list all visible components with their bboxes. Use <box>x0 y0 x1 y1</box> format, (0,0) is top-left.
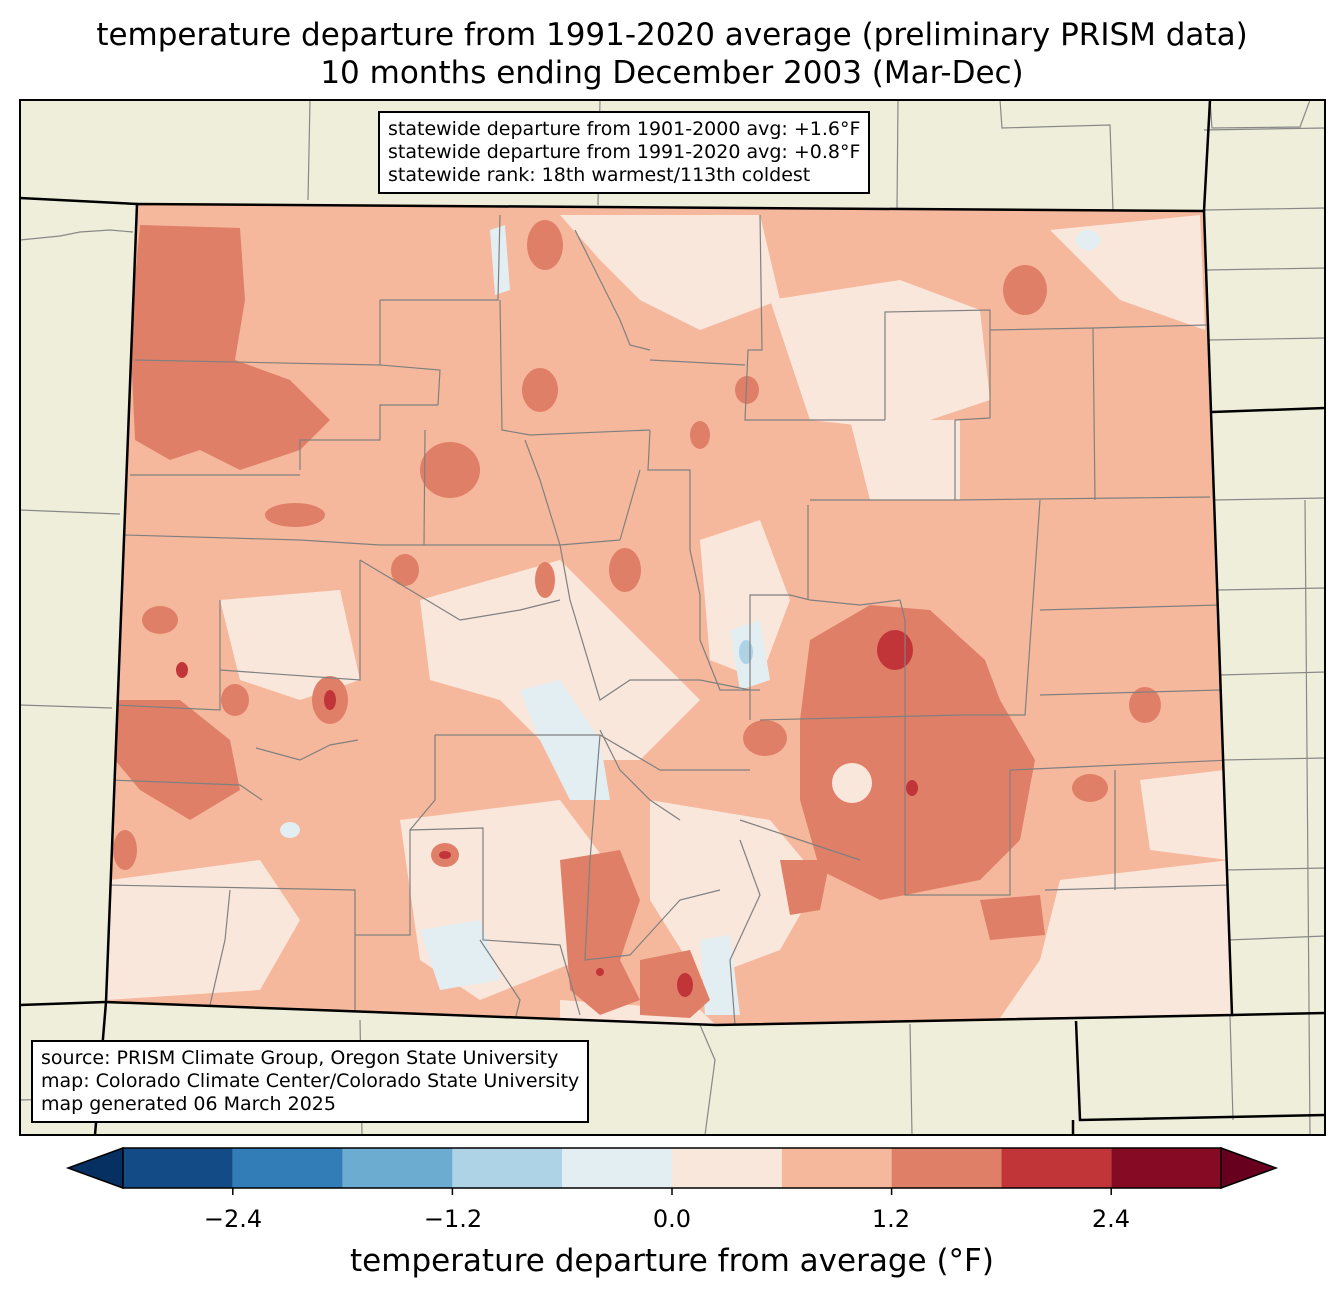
colorbar-cell <box>891 1148 1002 1188</box>
state-boundaries <box>20 100 1325 1135</box>
credits-box: source: PRISM Climate Group, Oregon Stat… <box>31 1040 590 1123</box>
colorbar-tick-label: −1.2 <box>423 1205 483 1233</box>
statewide-stats-box: statewide departure from 1901-2000 avg: … <box>378 111 871 194</box>
colorado-county-lines <box>106 214 1231 1025</box>
stat-rank: statewide rank: 18th warmest/113th colde… <box>388 164 811 186</box>
colorbar-cell <box>672 1148 782 1188</box>
colorbar-extend-low <box>65 1146 124 1190</box>
colorbar-cell <box>562 1148 672 1188</box>
hot-zones <box>176 630 918 997</box>
colorbar-tick-label: 2.4 <box>1091 1205 1131 1233</box>
near-normal-island <box>832 763 872 803</box>
slight-cool-pocket <box>739 640 753 664</box>
map-frame <box>19 99 1326 1136</box>
colorbar-cell <box>232 1148 343 1188</box>
map-title-line1: temperature departure from 1991-2020 ave… <box>96 17 1248 53</box>
colorbar-cell <box>1001 1148 1112 1188</box>
slight-cool-zones <box>280 225 1100 1015</box>
colorbar-tick-label: −2.4 <box>203 1205 263 1233</box>
colorado-map <box>19 99 1326 1136</box>
colorbar-cells <box>65 1146 1279 1190</box>
colorbar-cell <box>452 1148 563 1188</box>
credit-source: source: PRISM Climate Group, Oregon Stat… <box>41 1047 559 1069</box>
colorbar-cell <box>1111 1148 1221 1188</box>
colorbar-cell <box>123 1148 233 1188</box>
colorbar-extend-high <box>1220 1146 1279 1190</box>
colorbar-outline <box>122 1147 1222 1189</box>
colorbar-tick-marks <box>232 1188 1112 1195</box>
near-normal-zones <box>106 215 1232 1025</box>
stat-departure-1901-2000: statewide departure from 1901-2000 avg: … <box>388 118 861 140</box>
credit-generated: map generated 06 March 2025 <box>41 1093 336 1115</box>
colorbar-cell <box>342 1148 453 1188</box>
colorbar-cell <box>781 1148 892 1188</box>
colorbar-tick-label: 1.2 <box>871 1205 911 1233</box>
warm-zones <box>113 220 1161 1018</box>
colorbar-tick-label: 0.0 <box>652 1205 692 1233</box>
colorbar-label: temperature departure from average (°F) <box>350 1243 994 1279</box>
credit-map: map: Colorado Climate Center/Colorado St… <box>41 1070 580 1092</box>
stat-departure-1991-2020: statewide departure from 1991-2020 avg: … <box>388 141 861 163</box>
map-title-line2: 10 months ending December 2003 (Mar-Dec) <box>320 55 1024 91</box>
